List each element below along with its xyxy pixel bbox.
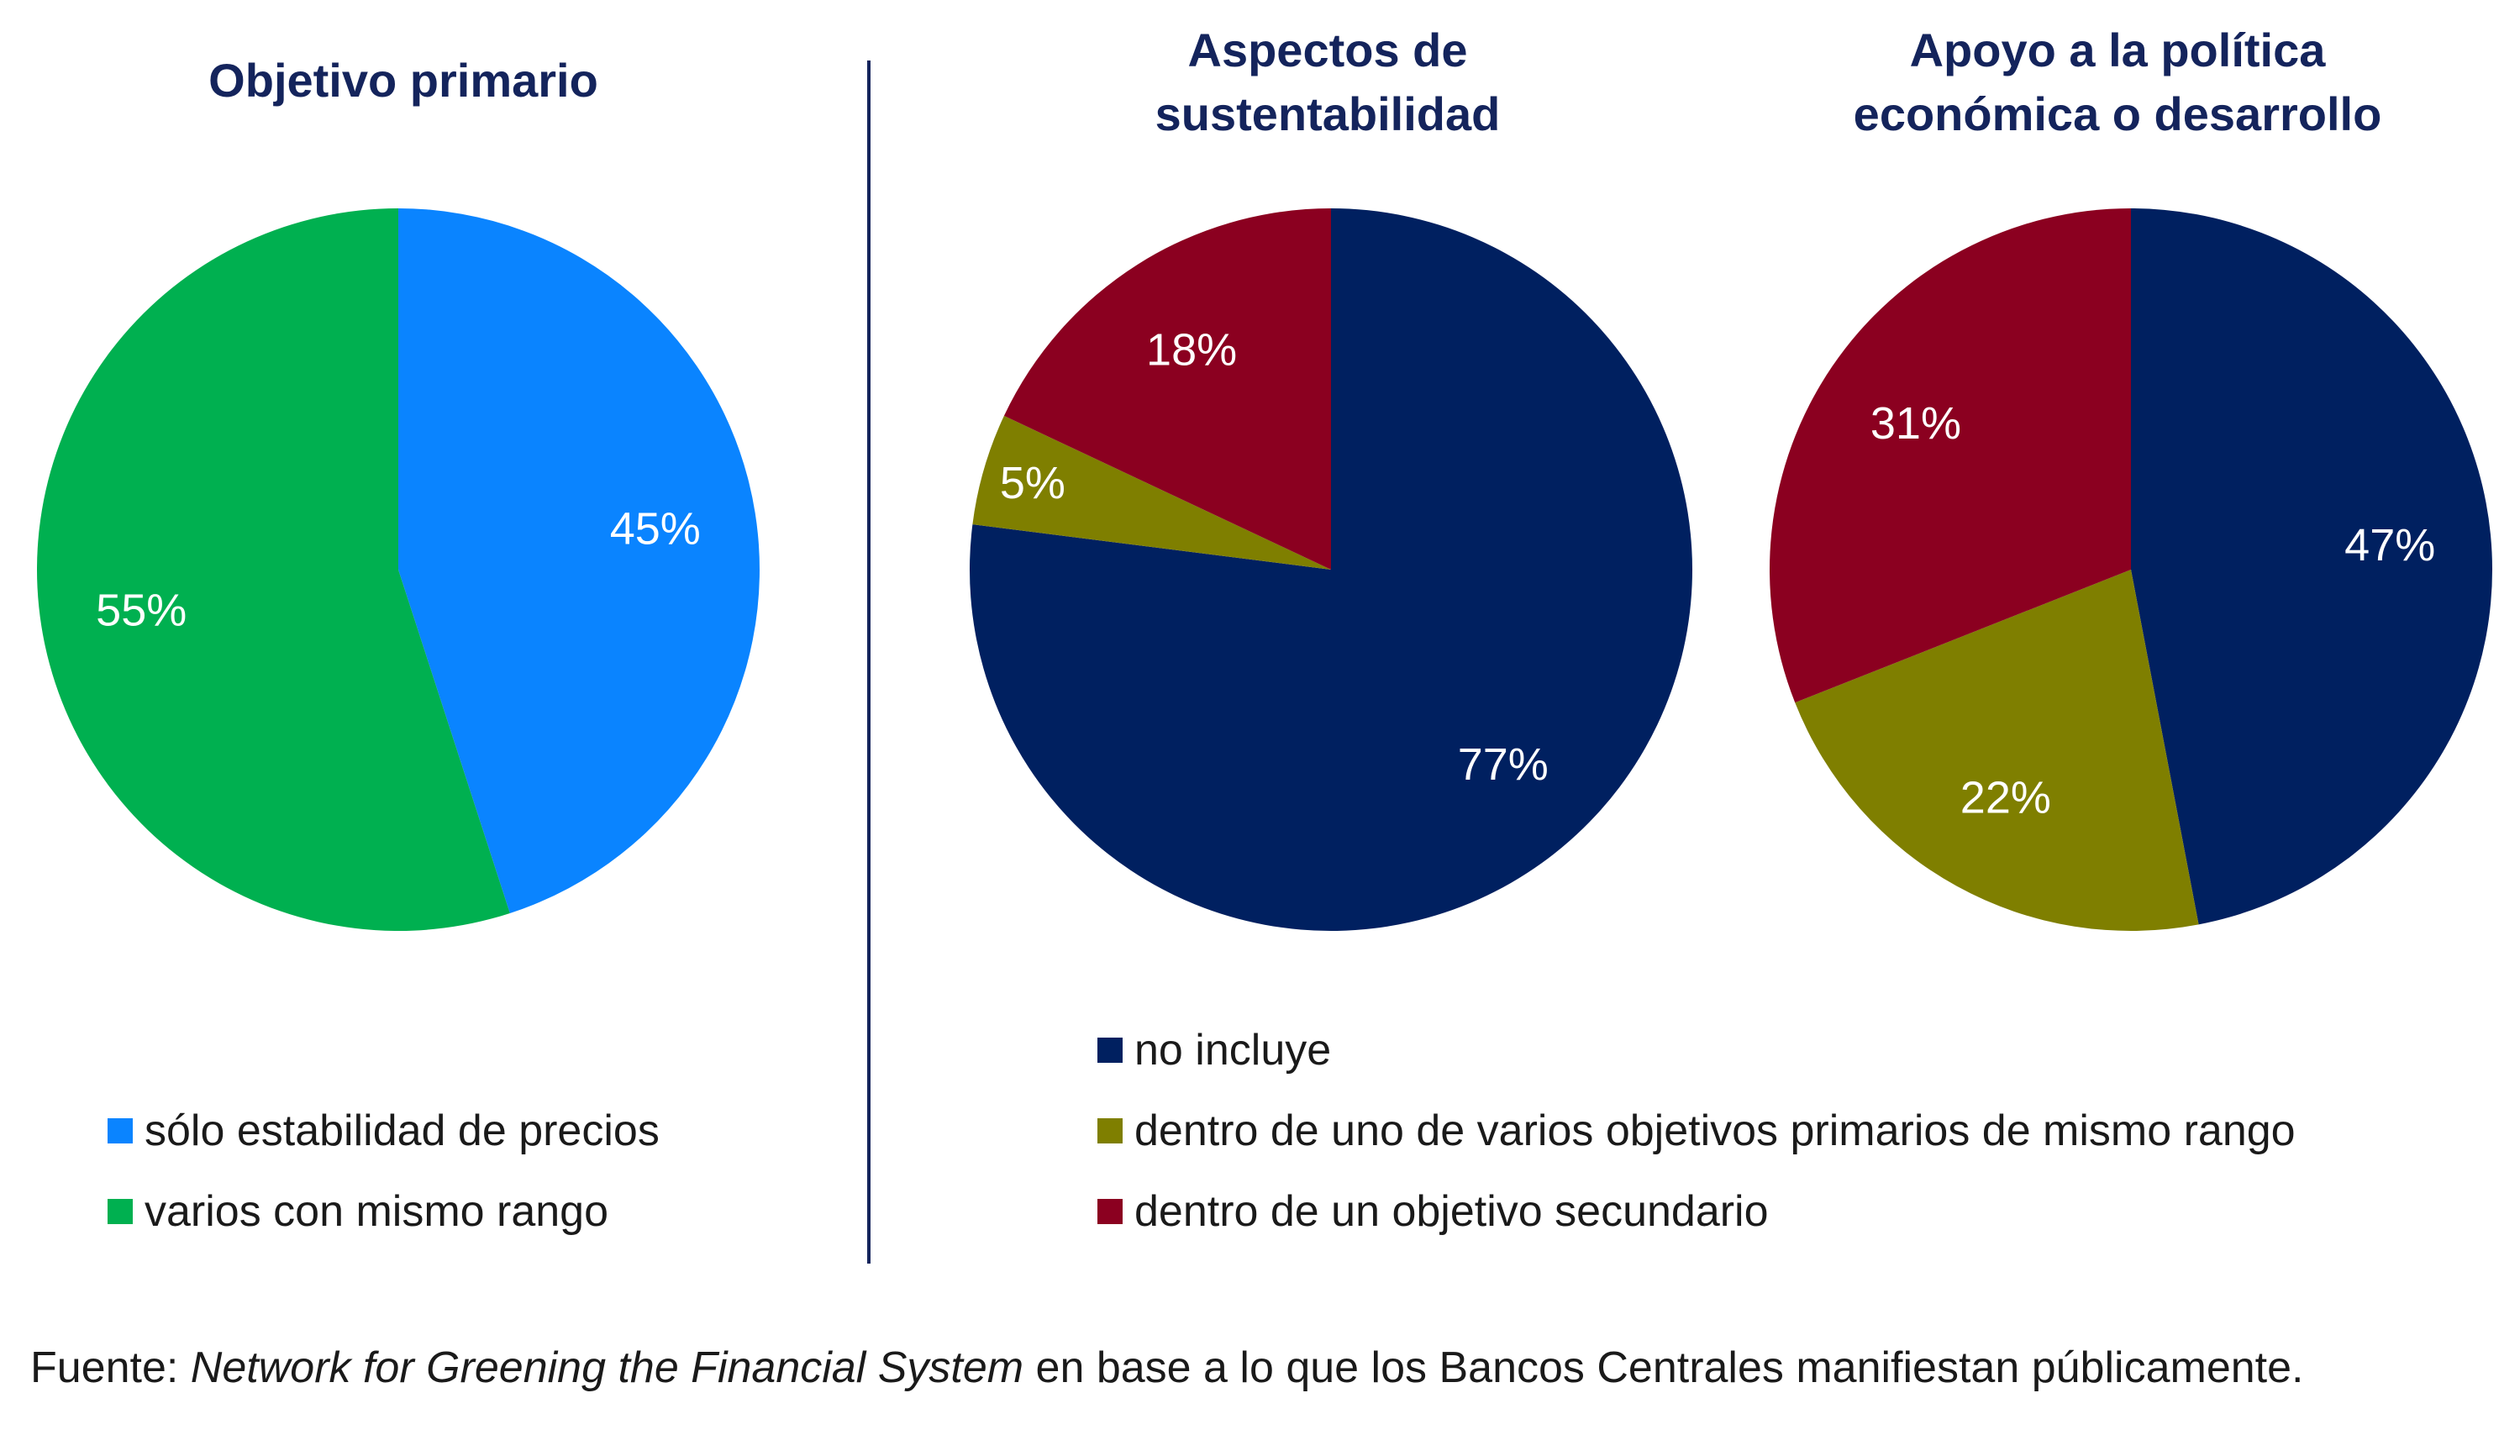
legend-item-several-same-rank: varios con mismo rango bbox=[108, 1171, 660, 1252]
source-prefix: Fuente: bbox=[30, 1343, 191, 1392]
legend-label: varios con mismo rango bbox=[145, 1187, 608, 1236]
pie-data-label-aspectos-sustentabilidad-2: 18% bbox=[1146, 325, 1237, 376]
source-suffix: en base a lo que los Bancos Centrales ma… bbox=[1023, 1343, 2304, 1392]
legend-label: no incluye bbox=[1134, 1026, 1332, 1075]
chart-title-objetivo-primario: Objetivo primario bbox=[208, 54, 598, 107]
pie-chart-aspectos-sustentabilidad: 77% 5% 18% bbox=[970, 208, 1692, 931]
pie-data-label-objetivo-primario-0: 45% bbox=[610, 504, 701, 555]
legend-swatch bbox=[108, 1199, 133, 1224]
legend-item-price-stability: sólo estabilidad de precios bbox=[108, 1091, 660, 1171]
pie-chart-objetivo-primario: 45% 55% bbox=[36, 208, 760, 931]
legend-item-within-secondary: dentro de un objetivo secundario bbox=[1097, 1171, 2296, 1252]
pie-data-label-apoyo-politica-2: 31% bbox=[1870, 398, 1961, 449]
section-divider bbox=[867, 60, 871, 1264]
pie-data-label-aspectos-sustentabilidad-0: 77% bbox=[1458, 739, 1549, 790]
pie-slice-apoyo-politica-2 bbox=[1770, 208, 2131, 703]
legend-label: sólo estabilidad de precios bbox=[145, 1106, 660, 1155]
chart-title-apoyo-politica: Apoyo a la política económica o desarrol… bbox=[1853, 24, 2382, 140]
legend-label: dentro de un objetivo secundario bbox=[1134, 1187, 1769, 1236]
legend-objetivo-primario: sólo estabilidad de precios varios con m… bbox=[108, 1091, 660, 1252]
pie-data-label-objetivo-primario-1: 55% bbox=[96, 585, 187, 635]
pie-slice-aspectos-sustentabilidad-2 bbox=[1003, 208, 1331, 570]
pie-data-label-apoyo-politica-1: 22% bbox=[1960, 772, 2051, 823]
legend-item-within-primary: dentro de uno de varios objetivos primar… bbox=[1097, 1091, 2296, 1171]
legend-swatch bbox=[108, 1118, 133, 1143]
legend-swatch bbox=[1097, 1199, 1123, 1224]
source-italic: Network for Greening the Financial Syste… bbox=[190, 1343, 1024, 1392]
pie-slice-objetivo-primario-1 bbox=[36, 208, 510, 931]
pie-slice-apoyo-politica-1 bbox=[1795, 570, 2199, 931]
legend-swatch bbox=[1097, 1118, 1123, 1143]
legend-label: dentro de uno de varios objetivos primar… bbox=[1134, 1106, 2296, 1155]
legend-swatch bbox=[1097, 1038, 1123, 1063]
pie-data-label-aspectos-sustentabilidad-1: 5% bbox=[1000, 458, 1065, 508]
pie-chart-apoyo-politica: 47% 22% 31% bbox=[1770, 208, 2493, 931]
pie-slice-apoyo-politica-0 bbox=[2131, 208, 2493, 925]
legend-item-not-included: no incluye bbox=[1097, 1010, 2296, 1091]
pie-slice-objetivo-primario-0 bbox=[398, 208, 760, 913]
legend-right-charts: no incluye dentro de uno de varios objet… bbox=[1097, 1010, 2296, 1252]
pie-data-label-apoyo-politica-0: 47% bbox=[2344, 520, 2435, 570]
chart-title-aspectos-sustentabilidad: Aspectos de sustentabilidad bbox=[1155, 24, 1501, 140]
pie-slice-aspectos-sustentabilidad-1 bbox=[972, 415, 1331, 570]
source-note: Fuente: Network for Greening the Financi… bbox=[30, 1343, 2303, 1393]
